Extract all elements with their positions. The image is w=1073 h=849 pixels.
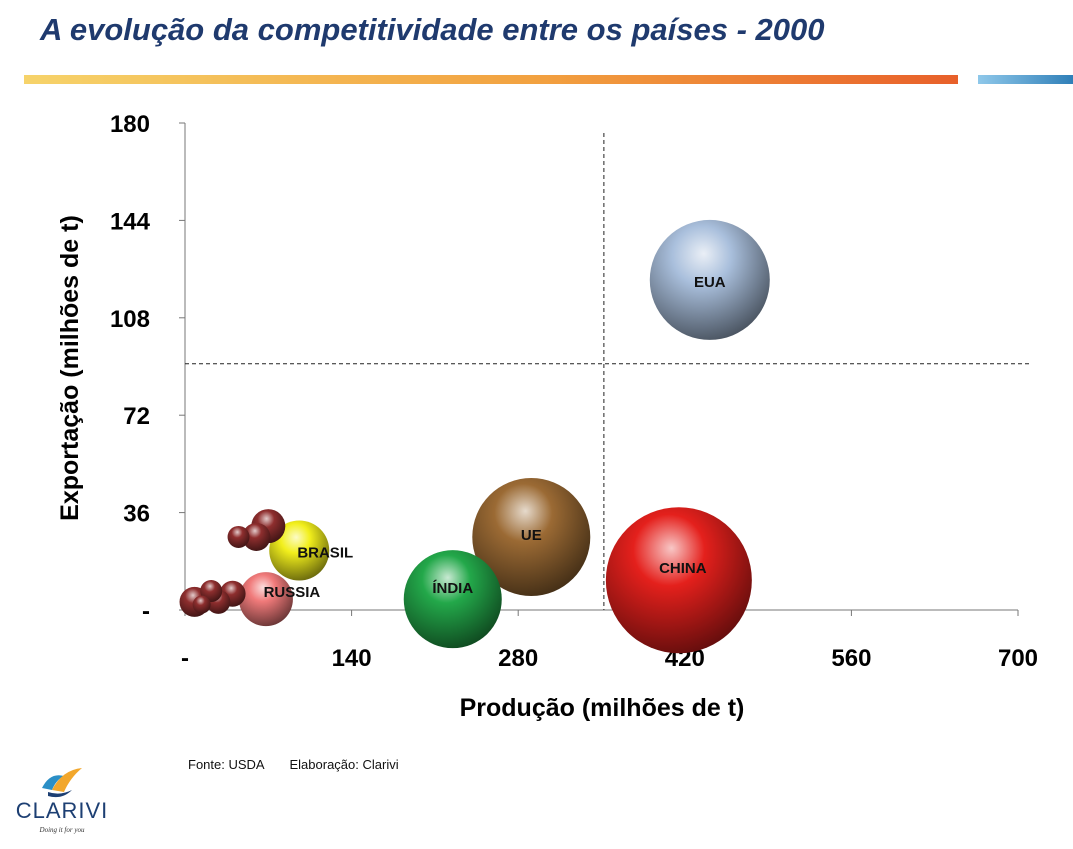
bubble-label-russia: RUSSIA	[264, 584, 321, 601]
credit-note: Elaboração: Clarivi	[289, 757, 399, 772]
y-tick-label: -	[142, 598, 150, 625]
x-axis-title: Produção (milhões de t)	[460, 694, 745, 722]
bubble-label-brasil: BRASIL	[297, 544, 353, 561]
x-tick-label: 280	[498, 645, 538, 672]
y-tick-label: 144	[110, 208, 151, 235]
bubble-minor-country	[227, 525, 250, 548]
y-tick-label: 180	[110, 111, 150, 138]
bubble-brasil	[269, 520, 330, 581]
source-note: Fonte: USDA	[188, 757, 264, 772]
bubble-label-ue: UE	[521, 527, 542, 544]
chart-footer: Fonte: USDA Elaboração: Clarivi	[188, 757, 399, 772]
y-tick-label: 108	[110, 306, 150, 333]
bird-logo-icon	[42, 768, 82, 798]
header-accent-bar	[24, 75, 958, 84]
bubble-minor-country	[192, 595, 211, 614]
bubble-ue	[472, 477, 591, 596]
logo-tagline: Doing it for you	[39, 826, 85, 834]
x-tick-label: 700	[998, 645, 1038, 672]
header-accent-bar-blue	[978, 75, 1073, 84]
bubble-ndia	[403, 550, 502, 649]
bubble-label-eua: EUA	[694, 274, 726, 291]
x-tick-label: -	[181, 645, 189, 672]
y-axis-title: Exportação (milhões de t)	[56, 215, 84, 521]
y-tick-label: 72	[123, 403, 150, 430]
page-title: A evolução da competitividade entre os p…	[40, 12, 825, 47]
clarivi-logo: CLARIVI Doing it for you	[12, 766, 112, 842]
bubble-label-china: CHINA	[659, 560, 707, 577]
bubble-eua	[649, 219, 770, 340]
bubble-minor-country	[242, 522, 271, 551]
bubble-label-ndia: ÍNDIA	[432, 580, 473, 597]
bubble-china	[605, 507, 752, 654]
logo-wordmark: CLARIVI	[15, 798, 109, 823]
x-tick-label: 140	[332, 645, 372, 672]
x-tick-label: 560	[831, 645, 871, 672]
y-tick-label: 36	[123, 501, 150, 528]
bubble-russia	[238, 572, 293, 627]
